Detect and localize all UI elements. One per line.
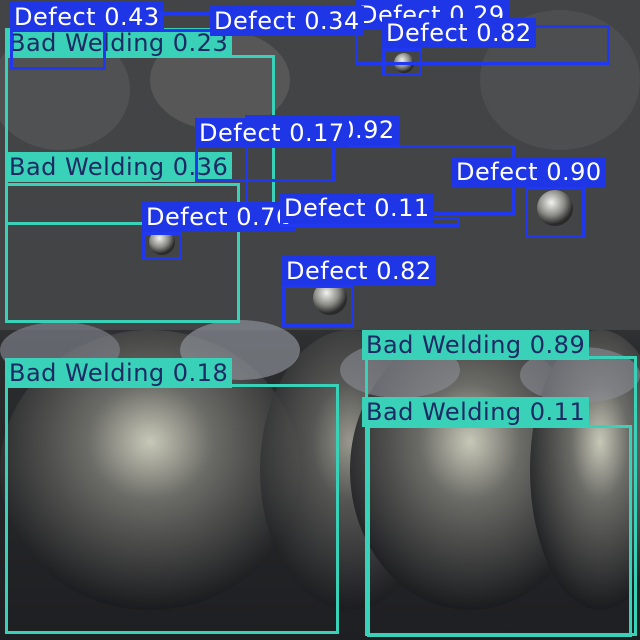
defect-label: Defect 0.76 (142, 202, 296, 232)
defect-box (382, 48, 422, 76)
bad-welding-label: Bad Welding 0.11 (362, 397, 590, 427)
bad-welding-box (367, 425, 632, 637)
bad-welding-label: Bad Welding 0.18 (5, 358, 233, 388)
bad-welding-label: Bad Welding 0.23 (5, 28, 233, 58)
defect-label: Defect 0.90 (452, 157, 606, 187)
defect-box (282, 285, 354, 327)
bad-welding-label: Bad Welding 0.36 (5, 152, 233, 182)
bad-welding-label: Bad Welding 0.89 (362, 330, 590, 360)
defect-label: Defect 0.17 (195, 118, 349, 148)
bad-welding-box (5, 384, 339, 634)
defect-label: Defect 0.82 (282, 256, 436, 286)
defect-label: Defect 0.11 (280, 193, 434, 223)
defect-box (142, 232, 182, 260)
defect-box (525, 186, 585, 238)
defect-label: Defect 0.34 (210, 6, 364, 36)
bad-welding-box (5, 183, 240, 323)
defect-label: Defect 0.43 (10, 2, 164, 32)
defect-label: Defect 0.82 (382, 18, 536, 48)
